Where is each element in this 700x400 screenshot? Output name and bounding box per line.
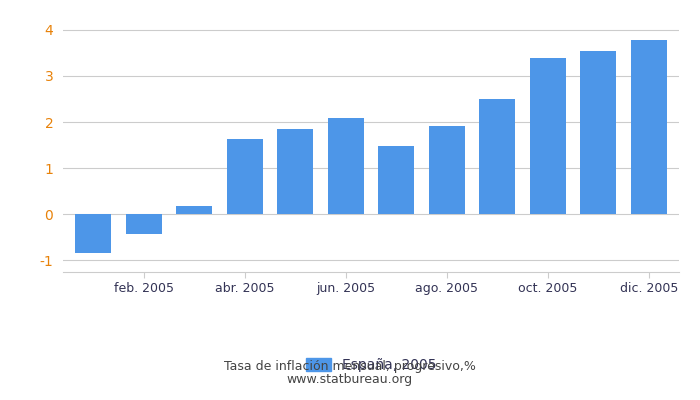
Text: www.statbureau.org: www.statbureau.org xyxy=(287,373,413,386)
Bar xyxy=(529,58,566,214)
Bar xyxy=(428,126,465,214)
Bar xyxy=(176,206,213,214)
Bar xyxy=(580,51,617,214)
Bar xyxy=(328,118,364,214)
Bar xyxy=(75,214,111,253)
Bar xyxy=(479,99,515,214)
Bar xyxy=(125,214,162,234)
Bar xyxy=(227,139,263,214)
Bar xyxy=(631,40,667,214)
Bar xyxy=(277,129,314,214)
Legend: España, 2005: España, 2005 xyxy=(300,352,442,378)
Text: Tasa de inflación mensual, progresivo,%: Tasa de inflación mensual, progresivo,% xyxy=(224,360,476,373)
Bar xyxy=(378,146,414,214)
